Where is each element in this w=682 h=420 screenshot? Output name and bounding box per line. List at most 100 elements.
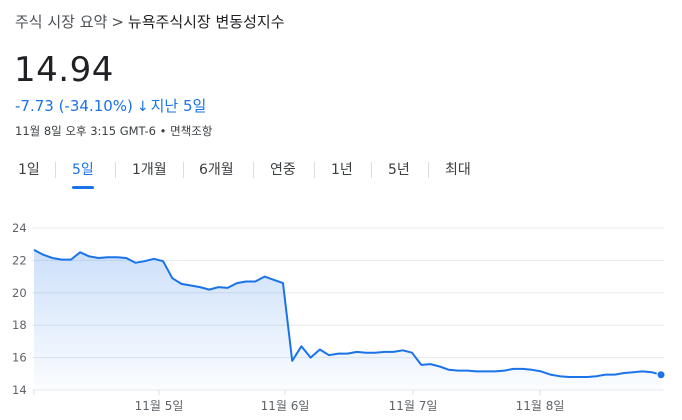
bullet-separator: • <box>159 124 167 138</box>
chart-data-point <box>61 259 63 261</box>
tab-divider <box>115 162 116 178</box>
chart-data-point <box>568 376 570 378</box>
chart-data-point <box>466 370 468 372</box>
chart-data-point <box>264 276 266 278</box>
y-tick-label: 22 <box>12 253 27 267</box>
chart-data-point <box>356 351 358 353</box>
chart-data-point <box>503 370 505 372</box>
chart-data-point <box>125 257 127 259</box>
chart-data-point <box>328 354 330 356</box>
chart-data-point <box>33 249 35 251</box>
quote-meta: 11월 8일 오후 3:15 GMT-6 • 면책조항 <box>15 123 212 139</box>
chart-data-point <box>282 282 284 284</box>
chart-data-point <box>300 345 302 347</box>
x-tick-label: 11월 5일 <box>135 399 184 413</box>
chart-data-point <box>596 375 598 377</box>
chart-data-point <box>513 368 515 370</box>
chart-series-line <box>33 249 662 378</box>
chart-data-point <box>88 255 90 257</box>
quote-timestamp: 11월 8일 오후 3:15 GMT-6 <box>15 124 156 138</box>
tab-1y[interactable]: 1년 <box>331 162 353 178</box>
tab-divider <box>253 162 254 178</box>
chart-data-point <box>531 369 533 371</box>
tab-max[interactable]: 최대 <box>445 162 471 178</box>
chart-data-point <box>291 360 293 362</box>
tab-divider <box>314 162 315 178</box>
tab-5d[interactable]: 5일 <box>72 160 94 189</box>
chart-data-point <box>402 349 404 351</box>
chart-data-point <box>310 357 312 359</box>
x-tick-label: 11월 7일 <box>389 399 438 413</box>
chart-data-point <box>181 283 183 285</box>
chart-data-point <box>365 352 367 354</box>
chart-data-point <box>374 352 376 354</box>
chart-data-point <box>549 374 551 376</box>
chart-data-point <box>254 281 256 283</box>
chart-data-point <box>116 256 118 258</box>
tab-1d[interactable]: 1일 <box>18 162 40 178</box>
breadcrumb-current: 뉴욕주식시장 변동성지수 <box>127 13 285 31</box>
chart-data-point <box>494 370 496 372</box>
chart-data-point <box>227 287 229 289</box>
breadcrumb: 주식 시장 요약 > 뉴욕주식시장 변동성지수 <box>15 11 285 32</box>
chart-data-point <box>337 353 339 355</box>
chart-data-point <box>319 349 321 351</box>
chart-data-point <box>383 351 385 353</box>
chart-data-point <box>70 259 72 261</box>
chart-data-point <box>457 370 459 372</box>
chart-data-point <box>236 282 238 284</box>
chart-data-point <box>51 257 53 259</box>
tab-divider <box>371 162 372 178</box>
y-tick-label: 14 <box>12 383 27 397</box>
tab-6m[interactable]: 6개월 <box>199 162 234 178</box>
chart-data-point <box>522 368 524 370</box>
y-tick-label: 16 <box>12 351 27 365</box>
chart-data-point <box>586 376 588 378</box>
chart-data-point <box>411 352 413 354</box>
chart-data-point <box>393 351 395 353</box>
chart-data-point <box>642 370 644 372</box>
change-period: 지난 5일 <box>150 97 207 115</box>
chart-data-point <box>208 289 210 291</box>
chart-data-point <box>134 262 136 264</box>
chart-data-point <box>559 375 561 377</box>
chart-data-point <box>614 374 616 376</box>
chart-data-point <box>476 370 478 372</box>
tab-divider <box>183 162 184 178</box>
chart-data-point <box>420 364 422 366</box>
tab-divider <box>428 162 429 178</box>
chart-data-point <box>217 286 219 288</box>
change-value: -7.73 (-34.10%) <box>15 97 133 115</box>
tab-1m[interactable]: 1개월 <box>132 162 167 178</box>
chart-data-point <box>190 285 192 287</box>
current-price: 14.94 <box>14 50 114 90</box>
chart-data-point <box>162 260 164 262</box>
x-tick-label: 11월 6일 <box>261 399 310 413</box>
chart-data-point <box>171 277 173 279</box>
x-tick-label: 11월 8일 <box>516 399 565 413</box>
chart-data-point <box>79 251 81 253</box>
breadcrumb-parent-link[interactable]: 주식 시장 요약 <box>15 13 108 31</box>
chart-data-point <box>632 371 634 373</box>
disclaimer-link[interactable]: 면책조항 <box>170 124 213 138</box>
chart-data-point <box>98 257 100 259</box>
chart-data-point <box>540 370 542 372</box>
y-tick-label: 20 <box>12 286 27 300</box>
tab-ytd[interactable]: 연중 <box>270 162 296 178</box>
chart-data-point <box>144 260 146 262</box>
chart-data-point <box>347 353 349 355</box>
tab-divider <box>55 162 56 178</box>
tab-5y[interactable]: 5년 <box>388 162 410 178</box>
chart-data-point <box>577 376 579 378</box>
chart-current-point <box>656 370 666 380</box>
range-tabs: 1일 5일 1개월 6개월 연중 1년 5년 최대 <box>0 152 682 192</box>
chart-data-point <box>485 370 487 372</box>
y-tick-label: 24 <box>12 221 27 235</box>
chart-data-point <box>245 281 247 283</box>
chart-data-point <box>199 286 201 288</box>
chart-data-point <box>651 371 653 373</box>
breadcrumb-separator: > <box>111 13 124 31</box>
chart-data-point <box>605 374 607 376</box>
chart-data-point <box>623 372 625 374</box>
